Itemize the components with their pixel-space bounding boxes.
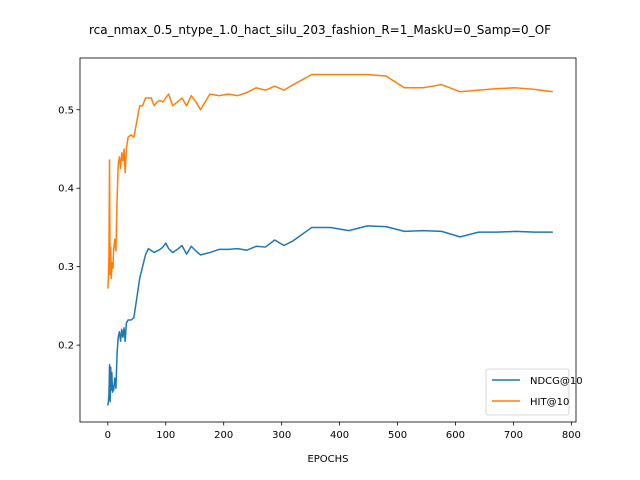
axes-frame [79,57,577,423]
legend-label-ndcg: NDCG@10 [530,376,583,387]
x-tick-label: 0 [105,430,111,441]
chart-title: rca_nmax_0.5_ntype_1.0_hact_silu_203_fas… [89,23,551,37]
x-tick-label: 300 [272,430,291,441]
x-axis-label: EPOCHS [307,454,348,465]
plot-area [107,73,553,406]
legend-label-hit: HIT@10 [530,397,569,408]
x-tick-label: 600 [446,430,465,441]
series-line-ndcg-10 [107,225,553,406]
legend: NDCG@10 HIT@10 [485,368,583,416]
y-tick-label: 0.5 [58,105,74,116]
y-axis: 0.2 0.3 0.4 0.5 [58,105,80,352]
x-tick-label: 800 [562,430,581,441]
y-tick-label: 0.4 [58,184,74,195]
y-tick-label: 0.2 [58,341,74,352]
x-tick-label: 200 [214,430,233,441]
x-tick-label: 700 [504,430,523,441]
series-line-hit-10 [107,73,553,289]
x-tick-label: 500 [388,430,407,441]
x-tick-label: 100 [156,430,175,441]
x-axis: 0 100 200 300 400 500 600 700 800 [105,422,581,441]
y-tick-label: 0.3 [58,262,74,273]
x-tick-label: 400 [330,430,349,441]
